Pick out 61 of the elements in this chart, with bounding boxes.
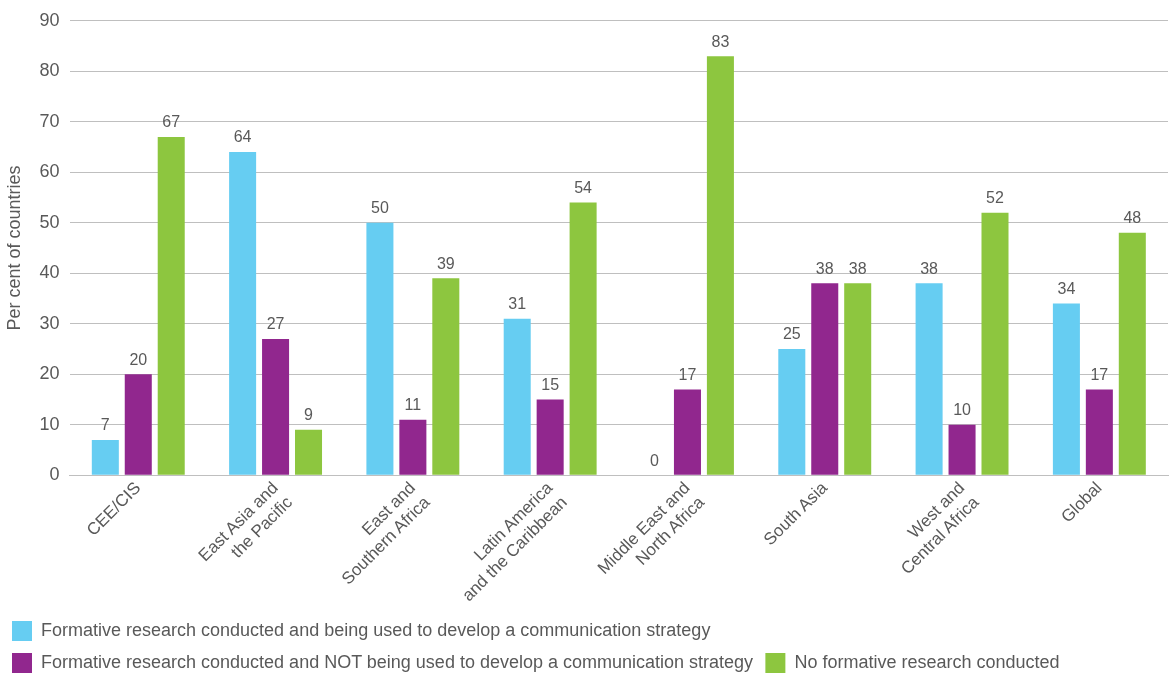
data-label: 39 xyxy=(436,254,455,272)
bar xyxy=(366,222,394,475)
bar xyxy=(91,439,119,475)
bar xyxy=(124,374,152,475)
legend-label: Formative research conducted and NOT being used to develop a communication strategy xyxy=(41,651,754,672)
bar xyxy=(673,389,701,475)
y-tick-label: 90 xyxy=(39,9,60,30)
y-axis-title: Per cent of countries xyxy=(3,165,24,331)
bar xyxy=(229,152,257,475)
data-label: 27 xyxy=(266,315,285,333)
data-label: 64 xyxy=(233,128,252,146)
bar xyxy=(503,318,531,475)
bar xyxy=(569,202,597,475)
data-label: 9 xyxy=(304,406,314,424)
y-tick-label: 40 xyxy=(39,262,60,283)
bar xyxy=(981,212,1009,475)
data-label: 38 xyxy=(848,259,867,277)
bar xyxy=(778,349,806,475)
data-label: 34 xyxy=(1057,279,1076,297)
data-label: 38 xyxy=(815,259,834,277)
bar xyxy=(1118,232,1146,475)
data-label: 52 xyxy=(986,189,1005,207)
data-label: 67 xyxy=(162,113,181,131)
legend-label: Formative research conducted and being used to develop a communication strategy xyxy=(41,619,711,640)
y-tick-label: 80 xyxy=(39,60,60,81)
bar xyxy=(536,399,564,475)
bar xyxy=(399,419,427,475)
y-tick-label: 10 xyxy=(39,413,60,434)
data-label: 20 xyxy=(129,350,148,368)
y-tick-label: 70 xyxy=(39,110,60,131)
data-label: 50 xyxy=(371,199,389,217)
bar xyxy=(1085,389,1113,475)
bar xyxy=(948,424,976,475)
y-tick-label: 0 xyxy=(49,464,60,485)
legend-label: No formative research conducted xyxy=(794,651,1060,672)
y-tick-label: 50 xyxy=(39,211,60,232)
y-tick-label: 20 xyxy=(39,363,60,384)
bar xyxy=(157,136,185,475)
bar xyxy=(915,283,943,475)
bar xyxy=(706,56,734,475)
bar xyxy=(1052,303,1080,475)
y-tick-label: 60 xyxy=(39,161,60,182)
data-label: 0 xyxy=(650,451,660,469)
data-label: 83 xyxy=(711,32,730,50)
data-label: 31 xyxy=(508,295,527,313)
bar xyxy=(262,338,290,475)
data-label: 54 xyxy=(574,178,593,196)
data-label: 7 xyxy=(100,416,110,434)
data-label: 17 xyxy=(678,365,697,383)
data-label: 11 xyxy=(404,396,422,414)
bar xyxy=(844,283,872,475)
data-label: 38 xyxy=(920,259,939,277)
data-label: 17 xyxy=(1090,365,1109,383)
y-tick-label: 30 xyxy=(39,312,60,333)
bar xyxy=(811,283,839,475)
data-label: 10 xyxy=(953,401,972,419)
data-label: 25 xyxy=(782,325,801,343)
data-label: 48 xyxy=(1123,209,1142,227)
bar xyxy=(295,429,323,475)
bar xyxy=(432,278,460,475)
data-label: 15 xyxy=(541,375,560,393)
